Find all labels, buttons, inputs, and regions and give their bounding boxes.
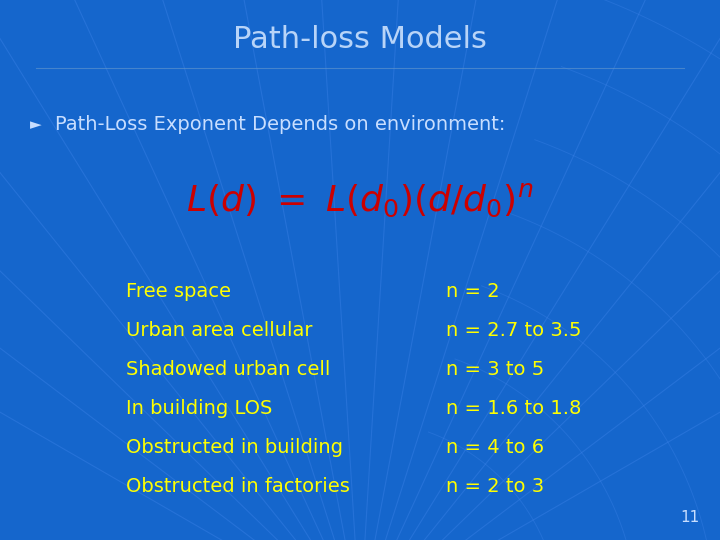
Text: n = 2: n = 2 — [446, 282, 500, 301]
Text: Shadowed urban cell: Shadowed urban cell — [126, 360, 330, 379]
Text: In building LOS: In building LOS — [126, 399, 272, 418]
Text: n = 2 to 3: n = 2 to 3 — [446, 476, 544, 496]
Text: n = 1.6 to 1.8: n = 1.6 to 1.8 — [446, 399, 582, 418]
Text: n = 3 to 5: n = 3 to 5 — [446, 360, 544, 379]
Text: Urban area cellular: Urban area cellular — [126, 321, 312, 340]
Text: Free space: Free space — [126, 282, 231, 301]
Text: Obstructed in building: Obstructed in building — [126, 437, 343, 457]
Text: 11: 11 — [680, 510, 700, 525]
Text: n = 2.7 to 3.5: n = 2.7 to 3.5 — [446, 321, 582, 340]
Text: ►: ► — [30, 118, 42, 132]
Text: Path-Loss Exponent Depends on environment:: Path-Loss Exponent Depends on environmen… — [55, 116, 505, 134]
Text: Obstructed in factories: Obstructed in factories — [126, 476, 350, 496]
Text: n = 4 to 6: n = 4 to 6 — [446, 437, 544, 457]
Text: Path-loss Models: Path-loss Models — [233, 25, 487, 55]
Text: $L(d)\ =\ L(d_0)(d/d_0)^n$: $L(d)\ =\ L(d_0)(d/d_0)^n$ — [186, 181, 534, 219]
